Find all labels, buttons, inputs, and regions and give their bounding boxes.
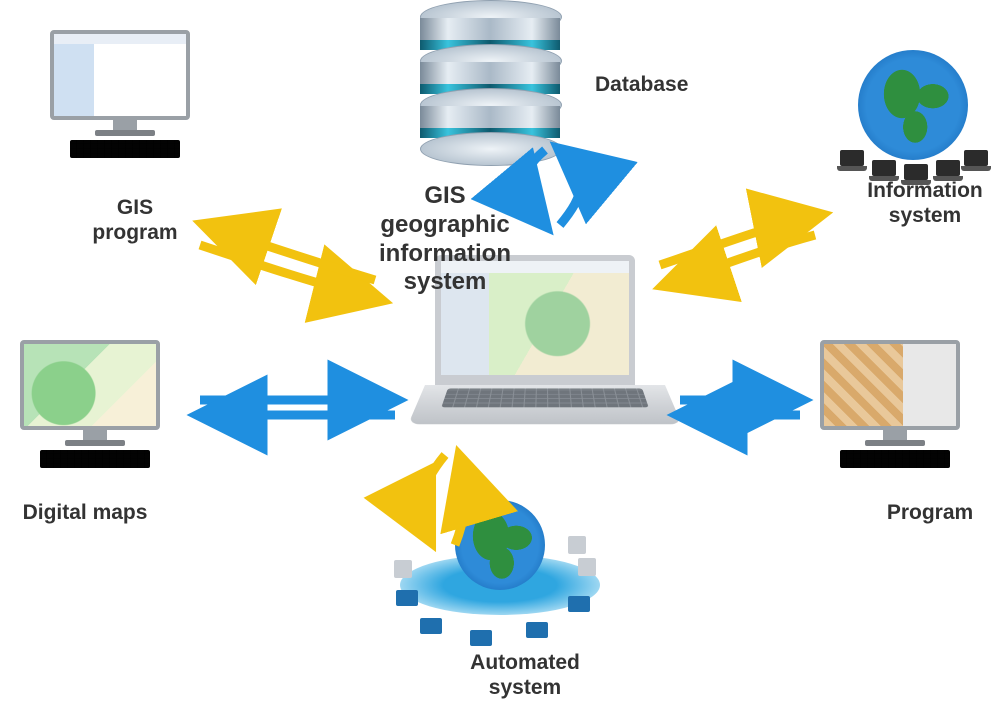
label-program: Program bbox=[855, 500, 1000, 525]
arrow-center-database bbox=[560, 150, 581, 225]
automated-system-icon bbox=[400, 500, 600, 650]
label-database: Database bbox=[595, 72, 755, 97]
label-gis-program: GIS program bbox=[60, 195, 210, 245]
arrow-infosys-center bbox=[665, 235, 815, 285]
digital-maps-icon bbox=[20, 340, 170, 460]
label-information-system: Information system bbox=[825, 178, 1000, 228]
information-system-icon bbox=[840, 50, 990, 180]
program-icon bbox=[820, 340, 970, 460]
gis-program-icon bbox=[50, 30, 200, 150]
label-digital-maps: Digital maps bbox=[0, 500, 170, 525]
database-icon bbox=[420, 0, 560, 166]
arrow-center-infosys bbox=[660, 215, 820, 265]
center-title: GIS geographic information system bbox=[335, 182, 555, 297]
label-automated-system: Automated system bbox=[425, 650, 625, 700]
